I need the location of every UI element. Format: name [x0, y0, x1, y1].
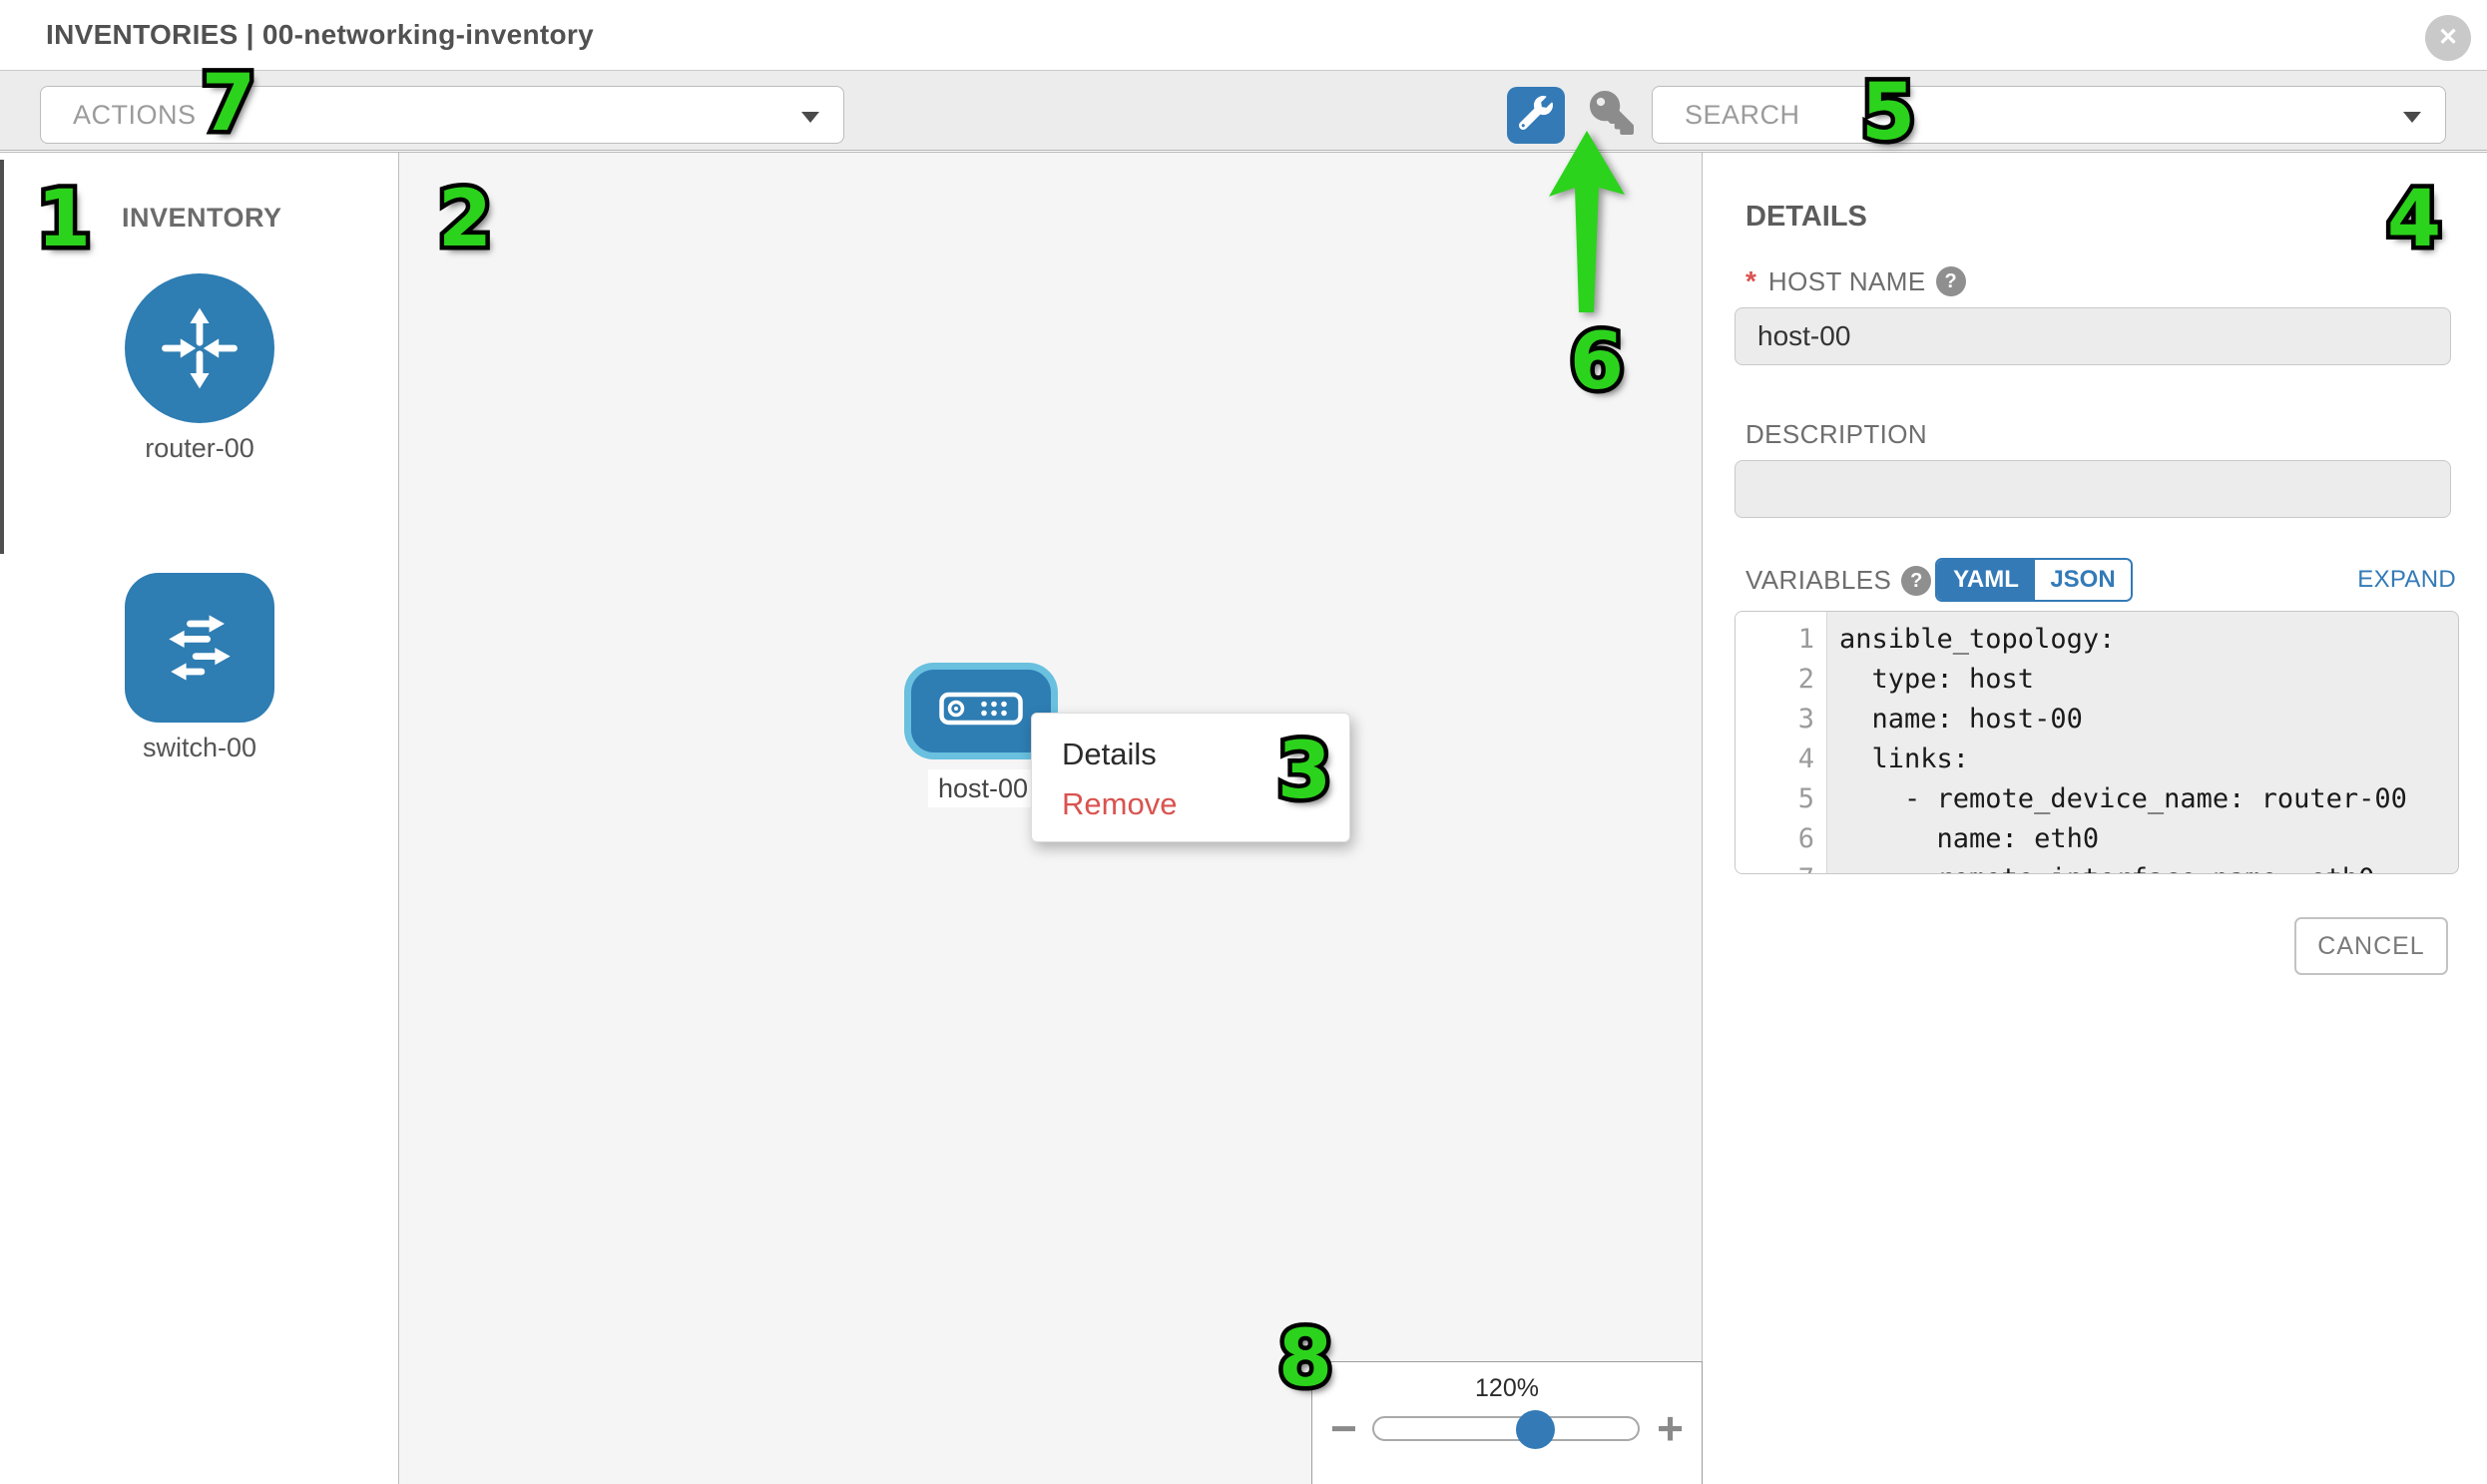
toggle-yaml[interactable]: YAML	[1937, 560, 2035, 600]
inventory-title: INVENTORY	[122, 203, 282, 233]
toggle-json[interactable]: JSON	[2035, 560, 2131, 600]
code-content[interactable]: ansible_topology: type: host name: host-…	[1827, 612, 2458, 873]
line-number: 7	[1736, 859, 1826, 873]
zoom-slider-thumb[interactable]	[1516, 1410, 1555, 1449]
wrench-icon	[1518, 96, 1553, 135]
line-number: 1	[1797, 624, 1814, 655]
search-dropdown[interactable]: SEARCH	[1652, 86, 2446, 144]
hostname-label-row: * HOST NAME ?	[1745, 265, 1966, 297]
line-number: 5	[1797, 783, 1814, 814]
actions-dropdown[interactable]: ACTIONS	[40, 86, 844, 144]
help-icon[interactable]: ?	[1935, 266, 1966, 296]
zoom-in-button[interactable]: +	[1657, 1402, 1684, 1454]
actions-dropdown-placeholder: ACTIONS	[73, 99, 197, 130]
variables-label: VARIABLES	[1745, 565, 1892, 595]
context-menu: Details Remove	[1031, 713, 1350, 842]
line-number: 4	[1797, 743, 1814, 774]
page-title: INVENTORIES | 00-networking-inventory	[46, 19, 594, 50]
variables-row: VARIABLES ? YAML JSON EXPAND	[1745, 558, 2456, 602]
code-line: name: eth0	[1839, 823, 2100, 854]
details-title: DETAILS	[1745, 201, 1867, 233]
variables-label-group: VARIABLES ?	[1745, 565, 1932, 596]
palette-item-label: switch-00	[142, 733, 257, 762]
toolbar: ACTIONS SEARCH	[0, 70, 2487, 151]
chevron-down-icon	[2403, 112, 2421, 123]
line-number: 6	[1797, 823, 1814, 854]
palette-item-label: router-00	[145, 433, 254, 463]
required-asterisk: *	[1745, 265, 1756, 296]
expand-link[interactable]: EXPAND	[2357, 566, 2456, 593]
sidebar-scrollbar[interactable]	[0, 160, 4, 554]
code-line: name: host-00	[1839, 704, 2083, 735]
hostname-input[interactable]	[1735, 307, 2451, 365]
code-line: links:	[1839, 743, 1970, 774]
menu-item-remove[interactable]: Remove	[1062, 786, 1178, 821]
code-line: type: host	[1839, 664, 2035, 695]
zoom-out-button[interactable]: −	[1330, 1402, 1357, 1454]
server-icon	[939, 692, 1023, 731]
router-icon	[125, 273, 274, 423]
menu-item-details[interactable]: Details	[1062, 737, 1157, 771]
cancel-button[interactable]: CANCEL	[2294, 917, 2448, 975]
help-icon[interactable]: ?	[1901, 565, 1932, 596]
close-icon[interactable]: ✕	[2425, 15, 2471, 61]
main-content: INVENTORY router-00	[0, 152, 2487, 1484]
code-line: ansible_topology:	[1839, 624, 2116, 655]
zoom-percent-label: 120%	[1475, 1374, 1539, 1402]
code-line: - remote_device_name: router-00	[1839, 783, 2407, 814]
header-bar: INVENTORIES | 00-networking-inventory ✕	[0, 0, 2487, 70]
yaml-json-toggle: YAML JSON	[1935, 558, 2133, 602]
palette-item-switch[interactable]: switch-00	[125, 573, 274, 763]
description-label-row: DESCRIPTION	[1745, 419, 1927, 450]
code-line: remote_interface_name: eth0	[1839, 859, 2458, 873]
inventory-sidebar: INVENTORY router-00	[0, 153, 399, 1484]
code-line-numbers: 1 2 3 4 5 6 7	[1736, 612, 1827, 873]
line-number: 2	[1797, 664, 1814, 695]
description-input[interactable]	[1735, 460, 2451, 518]
palette-item-router[interactable]: router-00	[125, 273, 274, 464]
variables-code-editor[interactable]: 1 2 3 4 5 6 7 ansible_topology: type: host nam…	[1735, 611, 2459, 874]
host-node-label: host-00	[928, 769, 1038, 807]
switch-icon	[125, 573, 274, 723]
zoom-widget: 120% − +	[1311, 1361, 1703, 1484]
hostname-label: HOST NAME	[1767, 265, 1926, 296]
details-panel: DETAILS * HOST NAME ? DESCRIPTION VARIAB…	[1704, 153, 2487, 1484]
search-dropdown-placeholder: SEARCH	[1685, 99, 1800, 130]
description-label: DESCRIPTION	[1745, 419, 1928, 449]
host-node[interactable]	[904, 663, 1058, 759]
key-icon	[1590, 91, 1634, 140]
chevron-down-icon	[801, 112, 819, 123]
configure-button[interactable]	[1507, 87, 1565, 144]
key-button[interactable]	[1583, 87, 1641, 144]
zoom-slider-track[interactable]	[1372, 1410, 1640, 1449]
topology-canvas[interactable]: host-00 Details Remove 120% − +	[399, 153, 1703, 1484]
line-number: 3	[1797, 704, 1814, 735]
